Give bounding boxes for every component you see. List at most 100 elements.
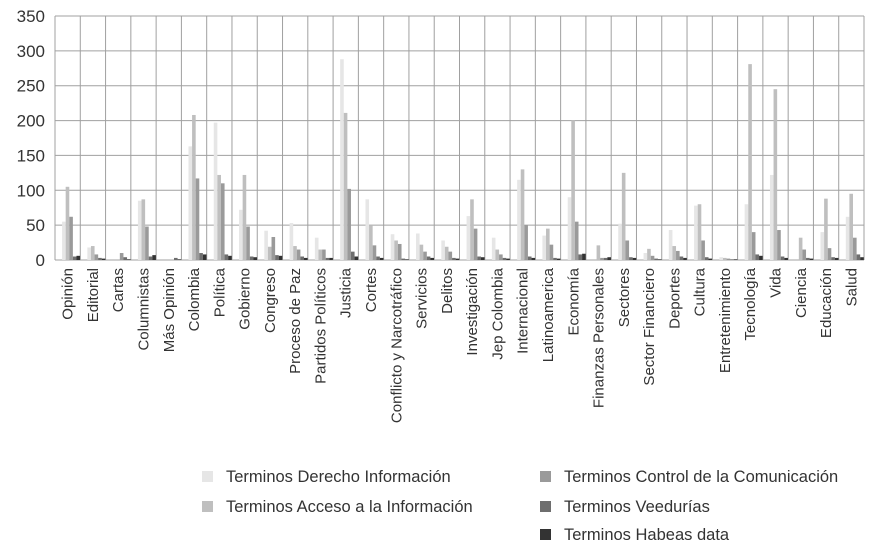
bar-26-3 — [730, 259, 734, 260]
x-tick-label: Justicia — [338, 267, 355, 318]
bar-21-2 — [600, 257, 604, 260]
bar-0-0 — [62, 221, 66, 260]
bar-30-0 — [820, 232, 825, 260]
bar-3-2 — [145, 226, 149, 260]
x-tick-label: Finanzas Personales — [591, 268, 608, 408]
bar-12-1 — [369, 225, 373, 260]
bar-19-0 — [542, 235, 547, 260]
bar-14-2 — [423, 251, 427, 260]
bar-22-3 — [629, 257, 633, 260]
bar-0-2 — [69, 216, 73, 260]
bar-25-4 — [708, 258, 713, 260]
y-tick-label: 0 — [36, 251, 45, 270]
bar-8-0 — [264, 230, 268, 260]
bar-1-0 — [87, 247, 91, 260]
x-axis: Opinión Editorial Cartas Columnistas Más Opi… — [60, 267, 861, 423]
bar-25-1 — [697, 204, 702, 260]
bars — [62, 59, 864, 261]
bar-21-1 — [596, 245, 601, 260]
bar-3-4 — [152, 255, 156, 260]
bar-23-2 — [650, 255, 655, 260]
bar-23-3 — [654, 258, 658, 260]
bar-16-0 — [466, 216, 471, 260]
bar-27-4 — [759, 255, 763, 260]
bar-9-4 — [304, 257, 308, 260]
bar-10-1 — [318, 249, 323, 260]
x-tick-label: Entretenimiento — [717, 268, 734, 373]
bar-29-2 — [802, 249, 807, 260]
bar-16-1 — [470, 199, 474, 260]
bar-3-3 — [148, 256, 153, 260]
bar-4-4 — [177, 259, 182, 260]
x-tick-label: Internacional — [515, 268, 532, 354]
bar-20-2 — [574, 221, 579, 260]
y-tick-label: 150 — [17, 146, 45, 165]
bar-20-3 — [578, 254, 583, 260]
bar-3-0 — [137, 200, 142, 260]
bar-12-4 — [379, 257, 384, 260]
bar-22-4 — [632, 257, 637, 260]
bar-28-2 — [777, 230, 781, 260]
bar-16-3 — [477, 256, 481, 260]
bar-13-4 — [405, 259, 409, 260]
bar-21-4 — [607, 257, 611, 260]
bar-19-2 — [549, 244, 554, 260]
bar-11-1 — [343, 112, 348, 260]
bar-14-3 — [426, 256, 431, 260]
bar-25-3 — [704, 257, 709, 260]
bar-0-4 — [76, 255, 81, 260]
bar-21-3 — [603, 257, 608, 260]
bar-22-2 — [625, 240, 630, 260]
y-tick-label: 250 — [17, 77, 45, 96]
bar-22-0 — [618, 223, 622, 260]
bar-23-1 — [647, 248, 651, 260]
legend-label-4: Terminos Habeas data — [564, 526, 730, 544]
bar-7-2 — [246, 226, 250, 260]
x-tick-label: Gobierno — [237, 268, 254, 330]
bar-9-1 — [293, 246, 297, 260]
bar-31-1 — [849, 193, 853, 260]
legend-label-3: Terminos Veedurías — [564, 498, 710, 516]
bar-15-4 — [455, 258, 460, 260]
bar-3-1 — [141, 199, 146, 260]
bar-18-4 — [531, 257, 536, 260]
bar-28-0 — [769, 174, 774, 260]
bar-26-0 — [719, 257, 723, 260]
bar-18-3 — [527, 256, 532, 260]
gridlines — [54, 15, 865, 261]
legend-swatch-0 — [202, 471, 213, 482]
legend-swatch-2 — [540, 471, 551, 482]
bar-12-0 — [365, 199, 370, 260]
bar-5-4 — [202, 254, 207, 260]
bar-2-4 — [127, 259, 131, 260]
bar-26-2 — [726, 258, 731, 260]
bar-28-3 — [780, 256, 785, 260]
x-tick-label: Congreso — [262, 268, 279, 333]
bar-5-0 — [188, 146, 193, 260]
bar-6-4 — [228, 255, 232, 260]
bar-1-4 — [101, 258, 106, 260]
bar-14-0 — [416, 233, 420, 260]
bar-6-2 — [220, 183, 225, 260]
bar-31-3 — [856, 254, 861, 260]
legend-swatch-1 — [202, 501, 213, 512]
x-tick-label: Cortes — [363, 268, 380, 312]
bar-20-4 — [582, 253, 586, 260]
bar-27-3 — [755, 254, 760, 260]
x-tick-label: Más Opinión — [161, 268, 178, 352]
legend-label-2: Terminos Control de la Comunicación — [564, 468, 838, 486]
bar-12-2 — [372, 245, 377, 260]
x-tick-label: Servicios — [414, 268, 431, 329]
bar-11-0 — [340, 59, 344, 261]
x-tick-label: Investigación — [464, 268, 481, 356]
y-axis: 0 50 100 150 200 250 300 350 — [17, 7, 45, 270]
bar-29-4 — [809, 258, 814, 260]
x-tick-label: Partidos Políticos — [312, 268, 329, 384]
bar-20-1 — [571, 120, 575, 260]
bar-14-1 — [419, 244, 424, 260]
bar-30-3 — [831, 257, 835, 260]
bar-7-3 — [249, 256, 254, 260]
x-tick-label: Opinión — [60, 268, 77, 320]
x-tick-label: Sectores — [616, 268, 633, 327]
